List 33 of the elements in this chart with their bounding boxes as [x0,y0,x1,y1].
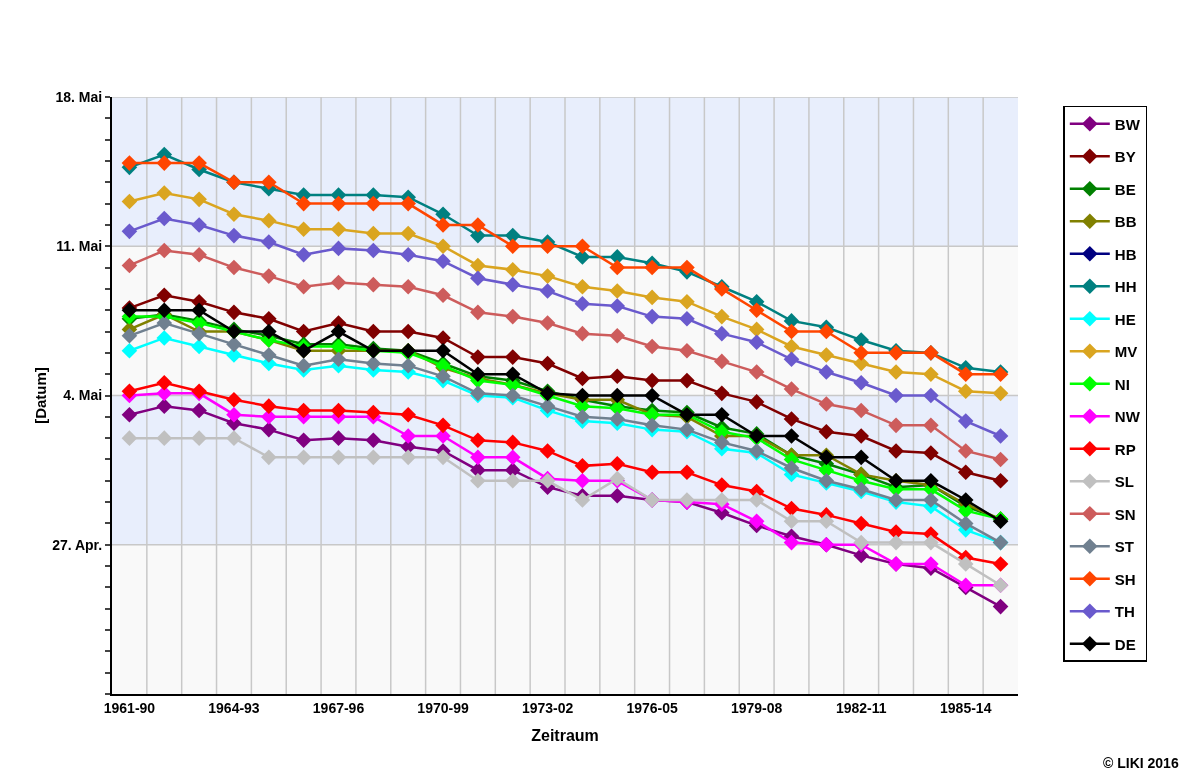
x-tick-label: 1970-99 [417,699,469,716]
x-axis-title: Zeitraum [531,727,599,744]
legend-label: SN [1114,505,1136,523]
y-tick-label: 18. Mai [55,88,103,105]
x-tick-label: 1976-05 [626,699,679,716]
x-tick-label: 1961-90 [103,699,156,716]
legend-label: HB [1114,245,1137,263]
legend-label: BY [1114,148,1136,166]
x-tick-label: 1973-02 [521,699,574,716]
x-tick-label: 1979-08 [730,699,783,716]
x-tick-label: 1964-93 [208,699,260,716]
legend-label: BE [1114,180,1136,198]
legend-label: BW [1114,115,1141,133]
legend-label: RP [1114,440,1136,458]
y-axis-title: [Datum] [31,367,49,424]
legend-label: HE [1114,310,1136,328]
x-tick-label: 1967-96 [312,699,365,716]
legend-label: ST [1114,538,1134,556]
text: © LIKI 2016 [1103,755,1179,771]
legend-label: HH [1114,278,1137,296]
legend-label: TH [1114,603,1135,621]
legend-label: SL [1114,473,1134,491]
legend-label: NI [1114,375,1130,393]
y-tick-label: 11. Mai [56,238,103,255]
y-tick-label: 27. Apr. [52,536,103,553]
legend-label: NW [1114,408,1141,426]
legend-label: MV [1114,343,1138,361]
x-tick-label: 1985-14 [940,699,992,716]
legend-label: BB [1114,213,1137,231]
legend-label: DE [1114,635,1136,653]
legend-label: SH [1114,570,1136,588]
y-tick-label: 4. Mai [63,387,103,404]
x-tick-label: 1982-11 [835,699,887,716]
